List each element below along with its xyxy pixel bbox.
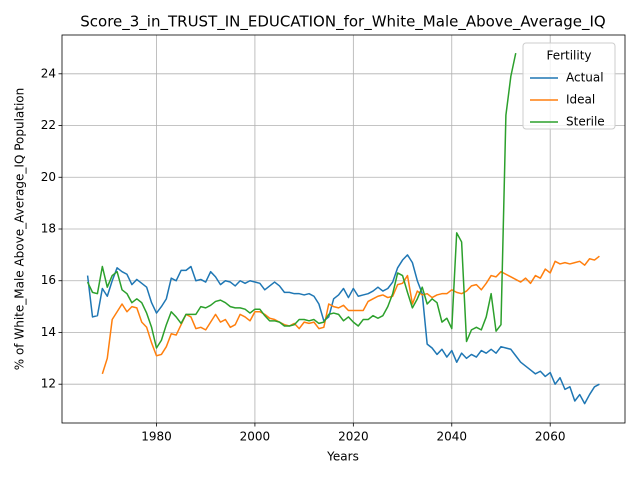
x-axis-label: Years — [326, 450, 359, 464]
y-tick-label: 16 — [41, 273, 56, 287]
x-tick-label: 2020 — [338, 430, 369, 444]
legend-title: Fertility — [546, 49, 591, 63]
y-tick-label: 14 — [41, 325, 56, 339]
x-tick-label: 2060 — [535, 430, 566, 444]
legend-box — [522, 42, 616, 130]
y-axis-label: % of White_Male Above_Average_IQ Populat… — [13, 88, 27, 371]
x-tick-label: 2000 — [240, 430, 271, 444]
data-line — [86, 254, 600, 405]
y-tick-label: 12 — [41, 377, 56, 391]
y-tick-label: 24 — [41, 66, 56, 80]
x-tick-label: 2040 — [436, 430, 467, 444]
x-tick-label: 1980 — [141, 430, 172, 444]
y-tick-label: 20 — [41, 170, 56, 184]
chart-title: Score_3_in_TRUST_IN_EDUCATION_for_White_… — [80, 13, 605, 32]
data-line — [86, 52, 517, 349]
y-tick-label: 22 — [41, 118, 56, 132]
legend-label: Ideal — [566, 93, 595, 107]
lines — [86, 52, 600, 405]
legend-label: Sterile — [566, 115, 605, 129]
legend: Fertility Actual Ideal Sterile — [522, 42, 616, 130]
y-tick-label: 18 — [41, 222, 56, 236]
legend-label: Actual — [566, 71, 604, 85]
